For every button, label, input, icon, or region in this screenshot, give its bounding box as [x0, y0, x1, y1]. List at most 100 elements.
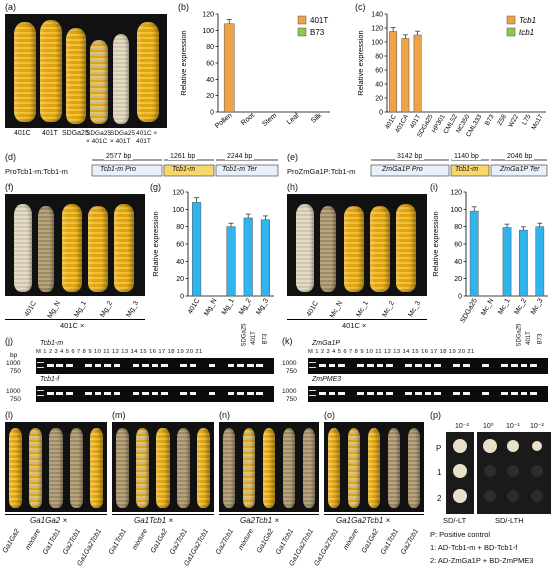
cob [176, 428, 190, 508]
gel-band [520, 392, 528, 395]
x-tick-label: Mo17 [530, 113, 544, 131]
y-tick-label: 60 [176, 242, 184, 249]
x-tick-label: 401C [187, 298, 201, 316]
media-label: SD/-LT [443, 516, 467, 525]
cob [222, 428, 236, 508]
y-tick-label: 20 [375, 96, 383, 103]
construct-e-name: ProZmGa1P:Tcb1-m [287, 167, 356, 176]
gel-band [463, 392, 470, 395]
legend-label: tcb1 [519, 28, 534, 37]
dilution-label: 10⁻¹ [506, 423, 520, 430]
marker-label: 750 [10, 368, 21, 375]
cob [387, 428, 401, 508]
bar [243, 217, 253, 297]
cob [90, 40, 108, 124]
bp-label: bp [10, 352, 18, 359]
gel-band [132, 364, 140, 367]
cob [62, 204, 82, 292]
bar [389, 31, 398, 113]
bar [192, 202, 202, 297]
x-tick-label: Mc_N [480, 298, 495, 317]
y-tick-label: 40 [176, 259, 184, 266]
gel-image [308, 386, 548, 402]
construct-d [91, 159, 279, 177]
note: 2: AD-ZmGa1P + BD-ZmPME3 [430, 556, 534, 565]
cob [14, 204, 32, 292]
panel-m-photo [112, 422, 214, 512]
ctrl-label: B73 [262, 333, 269, 345]
cob [344, 206, 364, 292]
cob [370, 206, 390, 292]
cob [302, 428, 316, 508]
panel-j-label: (j) [5, 336, 13, 346]
panel-a-label: (a) [5, 2, 16, 12]
x-tick-label: Mg_N [203, 298, 218, 318]
bar [535, 226, 545, 297]
gel-band [151, 364, 159, 367]
legend-swatch [506, 27, 516, 37]
note: P: Positive control [430, 530, 491, 539]
cob [113, 34, 129, 124]
y-tick-label: 0 [458, 294, 462, 301]
gel-band [94, 364, 102, 367]
dilution-label: 10⁻² [530, 423, 544, 430]
cob-label: SDGa25 [62, 130, 89, 137]
gel-band [46, 364, 54, 367]
cob [29, 428, 43, 508]
y-tick-label: 140 [371, 12, 383, 19]
gel-band [237, 392, 244, 395]
bar [469, 210, 479, 297]
yeast-colony [531, 465, 543, 477]
y-tick-label: 60 [375, 68, 383, 75]
panel-d-label: (d) [5, 152, 16, 162]
gel-band [482, 364, 489, 367]
yeast-colony [484, 490, 496, 502]
cob-label: SDGa25 × 401T [110, 130, 135, 145]
y-tick-label: 80 [206, 44, 214, 51]
bar [502, 227, 512, 297]
yeast-colony [453, 464, 467, 478]
cob [296, 204, 314, 292]
x-tick-label: Mc_2 [514, 297, 529, 315]
panel-o-label: (o) [324, 410, 335, 420]
construct-box: ZmGa1P Ter [500, 166, 540, 173]
gel-band [142, 364, 149, 367]
gel-band [376, 392, 384, 395]
y-tick-label: 100 [371, 40, 383, 47]
dilution-label: 10⁻² [455, 423, 469, 430]
x-tick-label: Mg_1 [221, 297, 236, 316]
seg-length: 1140 bp [452, 153, 481, 160]
cross-line [5, 319, 145, 320]
y-tick-label: 120 [371, 26, 383, 33]
yeast-colony [453, 439, 467, 453]
bar [401, 38, 410, 113]
marker-label: 1000 [6, 388, 21, 395]
gel-band [357, 364, 365, 367]
y-tick-label: 60 [206, 61, 214, 68]
x-tick-label: 401CA [394, 113, 410, 134]
y-tick-label: 120 [172, 190, 184, 197]
cob [407, 428, 421, 508]
gel-band [338, 392, 345, 395]
gel-band [94, 392, 102, 395]
ladder-band [37, 362, 45, 364]
gene-label: Tcb1-m [40, 340, 64, 347]
y-axis-label: Relative expression [431, 211, 440, 276]
legend-label: B73 [310, 28, 325, 37]
cob [38, 206, 54, 292]
x-tick-label: Leaf [286, 112, 301, 126]
gel-band [434, 364, 441, 367]
panel-n-photo [219, 422, 319, 512]
panel-k-label: (k) [282, 336, 293, 346]
panel-l-label: (l) [5, 410, 13, 420]
bar [413, 34, 422, 113]
seg-length: 1261 bp [168, 153, 198, 160]
y-tick-label: 20 [176, 276, 184, 283]
seg-length: 2577 bp [104, 153, 134, 160]
cross-line [324, 514, 424, 515]
ladder-band [37, 367, 45, 369]
cob [320, 206, 336, 292]
ladder-band [309, 367, 317, 369]
cross-line [112, 514, 214, 515]
gel-band [405, 364, 413, 367]
